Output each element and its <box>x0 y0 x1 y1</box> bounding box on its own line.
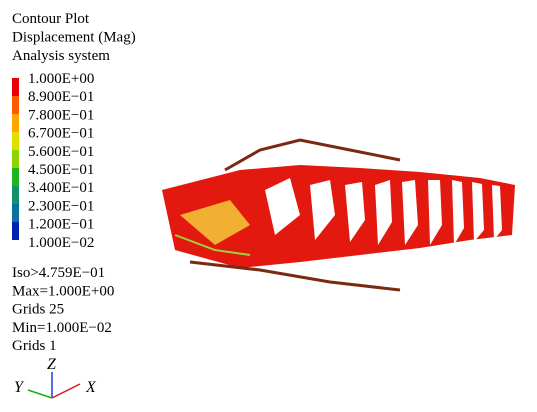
axis-label: Z <box>47 356 57 373</box>
viewport: Contour Plot Displacement (Mag) Analysis s… <box>0 0 537 412</box>
header-line: Contour Plot <box>12 11 90 27</box>
header-line: Analysis system <box>12 48 110 64</box>
legend-label: 3.400E−01 <box>28 180 94 196</box>
legend-label: 1.200E−01 <box>28 217 94 233</box>
info-line: Grids 1 <box>12 338 57 354</box>
legend-bar <box>12 78 19 240</box>
header-line: Displacement (Mag) <box>12 30 136 46</box>
info-line: Max=1.000E+00 <box>12 283 114 299</box>
triad <box>28 372 80 398</box>
model <box>162 140 515 290</box>
legend-label: 5.600E−01 <box>28 144 94 160</box>
legend-label: 1.000E−02 <box>28 235 94 251</box>
legend-label: 4.500E−01 <box>28 162 94 178</box>
legend-label: 2.300E−01 <box>28 198 94 214</box>
info-line: Grids 25 <box>12 302 64 318</box>
axis-label: X <box>85 379 97 396</box>
legend-label: 8.900E−01 <box>28 89 94 105</box>
legend-label: 7.800E−01 <box>28 107 94 123</box>
legend-label: 1.000E+00 <box>28 71 94 87</box>
info-line: Min=1.000E−02 <box>12 320 112 336</box>
info-line: Iso>4.759E−01 <box>12 265 105 281</box>
axis-label: Y <box>14 379 25 396</box>
legend-label: 6.700E−01 <box>28 126 94 142</box>
